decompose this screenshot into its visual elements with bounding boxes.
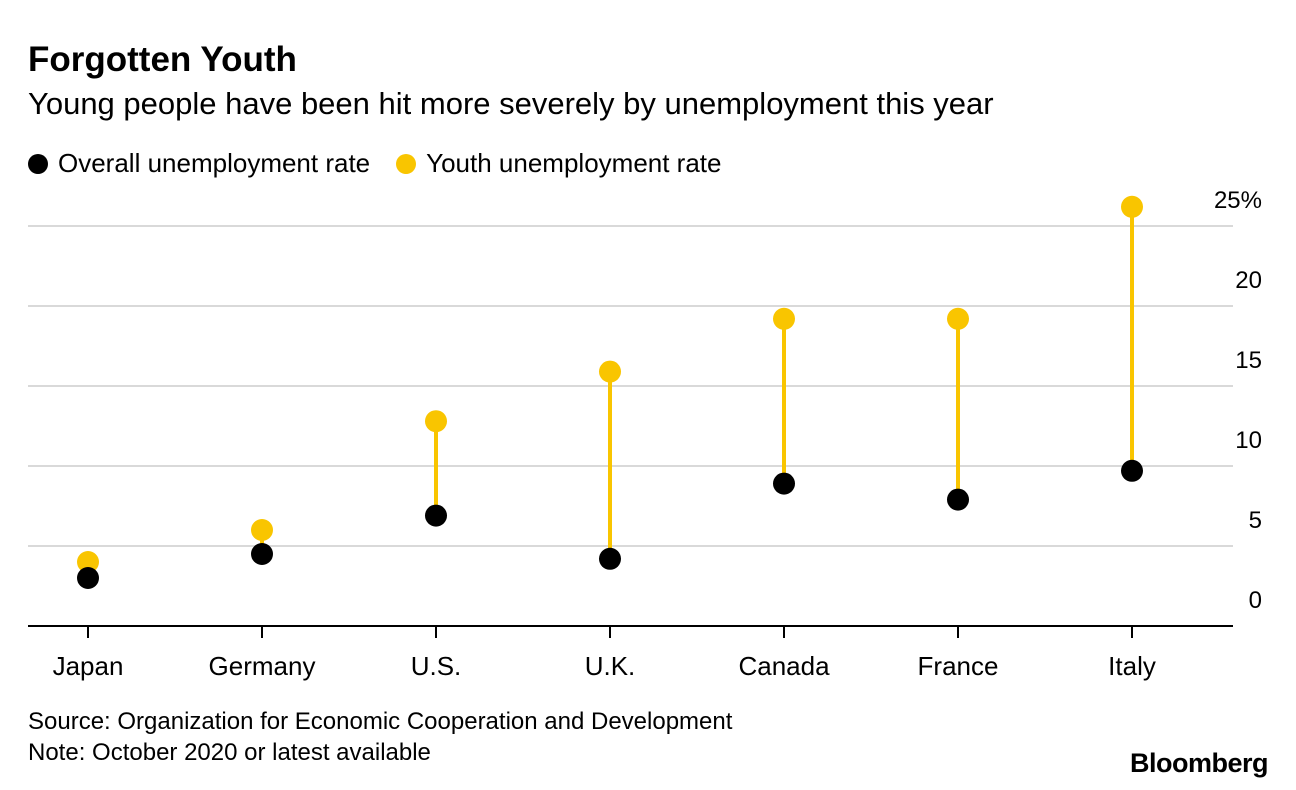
x-tick-label: Germany	[209, 651, 316, 681]
y-tick-label: 10	[1235, 427, 1262, 454]
date-note: Note: October 2020 or latest available	[28, 739, 431, 766]
y-tick-label: 25%	[1214, 187, 1262, 214]
legend-label-overall: Overall unemployment rate	[58, 148, 371, 178]
overall-rate-point	[251, 543, 273, 565]
overall-rate-point	[77, 567, 99, 589]
y-tick-label: 5	[1249, 507, 1262, 534]
x-tick-label: Canada	[738, 651, 830, 681]
overall-rate-point	[773, 472, 795, 495]
youth-rate-point	[425, 410, 447, 433]
legend-marker-overall	[28, 153, 48, 174]
source-note: Source: Organization for Economic Cooper…	[28, 708, 733, 735]
x-tick-label: Italy	[1108, 651, 1156, 681]
y-tick-label: 15	[1235, 347, 1262, 374]
overall-rate-point	[425, 504, 447, 527]
chart-title: Forgotten Youth	[28, 40, 297, 79]
x-tick-label: U.K.	[585, 651, 636, 681]
chart-footer: Source: Organization for Economic Cooper…	[28, 706, 732, 768]
x-tick-label: Japan	[53, 651, 124, 681]
youth-rate-point	[599, 360, 621, 383]
legend-label-youth: Youth unemployment rate	[426, 148, 722, 178]
overall-rate-point	[947, 488, 969, 511]
youth-rate-point	[77, 551, 99, 573]
youth-rate-point	[251, 519, 273, 541]
y-tick-label: 20	[1235, 267, 1262, 294]
legend-item-youth: Youth unemployment rate	[396, 148, 721, 179]
x-tick-label: U.S.	[411, 651, 462, 681]
legend-item-overall: Overall unemployment rate	[28, 148, 370, 179]
x-tick-label: France	[918, 651, 999, 681]
chart-subtitle: Young people have been hit more severely…	[28, 86, 994, 121]
y-tick-label: 0	[1249, 587, 1262, 614]
overall-rate-point	[599, 547, 621, 570]
youth-rate-point	[947, 307, 969, 330]
youth-rate-point	[1121, 195, 1143, 218]
bloomberg-logo: Bloomberg	[1129, 748, 1269, 778]
overall-rate-point	[1121, 459, 1143, 482]
legend: Overall unemployment rate Youth unemploy…	[28, 148, 747, 179]
youth-rate-point	[773, 307, 795, 330]
legend-marker-youth	[396, 153, 417, 174]
